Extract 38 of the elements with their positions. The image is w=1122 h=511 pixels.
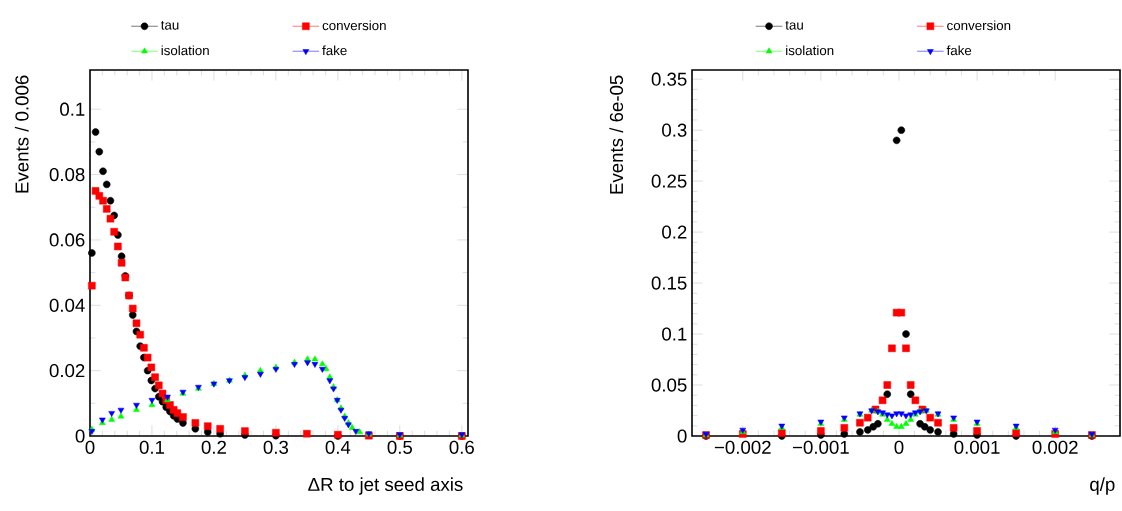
- x-axis-title: ΔR to jet seed axis: [308, 477, 463, 495]
- legend-label: conversion: [322, 20, 386, 31]
- legend-label: fake: [322, 45, 347, 56]
- y-tick-label: 0.3: [662, 123, 687, 137]
- x-tick-label: 0: [894, 440, 904, 454]
- x-tick-label: 0.5: [387, 440, 413, 454]
- y-tick-label: 0.02: [49, 364, 85, 378]
- x-tick-label: 0.4: [325, 440, 351, 454]
- x-tick-label: 0.2: [201, 440, 226, 454]
- legend-label: conversion: [947, 20, 1011, 31]
- legend-label: isolation: [786, 45, 834, 56]
- y-tick-label: 0.1: [662, 327, 687, 341]
- x-tick-label: −0.001: [792, 440, 849, 454]
- y-tick-label: 0.06: [49, 233, 85, 247]
- y-tick-label: 0: [75, 429, 85, 443]
- y-tick-label: 0.35: [651, 72, 687, 86]
- y-tick-label: 0.1: [60, 102, 85, 116]
- legend-label: tau: [160, 20, 179, 30]
- x-axis-title: q/p: [1090, 477, 1115, 495]
- x-tick-label: 0.1: [139, 440, 165, 454]
- x-tick-label: 0.002: [1032, 440, 1078, 454]
- y-axis-title: Events / 0.006: [14, 75, 29, 193]
- y-tick-label: 0: [677, 429, 687, 443]
- x-tick-label: 0.6: [449, 440, 474, 454]
- legend-label: tau: [785, 20, 803, 30]
- y-tick-label: 0.05: [651, 378, 687, 392]
- y-tick-label: 0.25: [651, 174, 687, 188]
- x-tick-label: −0.002: [714, 440, 771, 454]
- legend-label: fake: [946, 45, 972, 56]
- y-tick-label: 0.04: [49, 298, 85, 312]
- x-tick-label: 0.3: [263, 440, 289, 454]
- x-tick-label: 0: [85, 440, 95, 454]
- legend-label: isolation: [161, 45, 209, 56]
- y-tick-label: 0.08: [49, 167, 85, 182]
- x-tick-label: 0.001: [954, 440, 1000, 454]
- y-tick-label: 0.15: [651, 276, 687, 290]
- y-tick-label: 0.2: [662, 225, 687, 239]
- y-axis-title: Events / 6e-05: [609, 75, 624, 194]
